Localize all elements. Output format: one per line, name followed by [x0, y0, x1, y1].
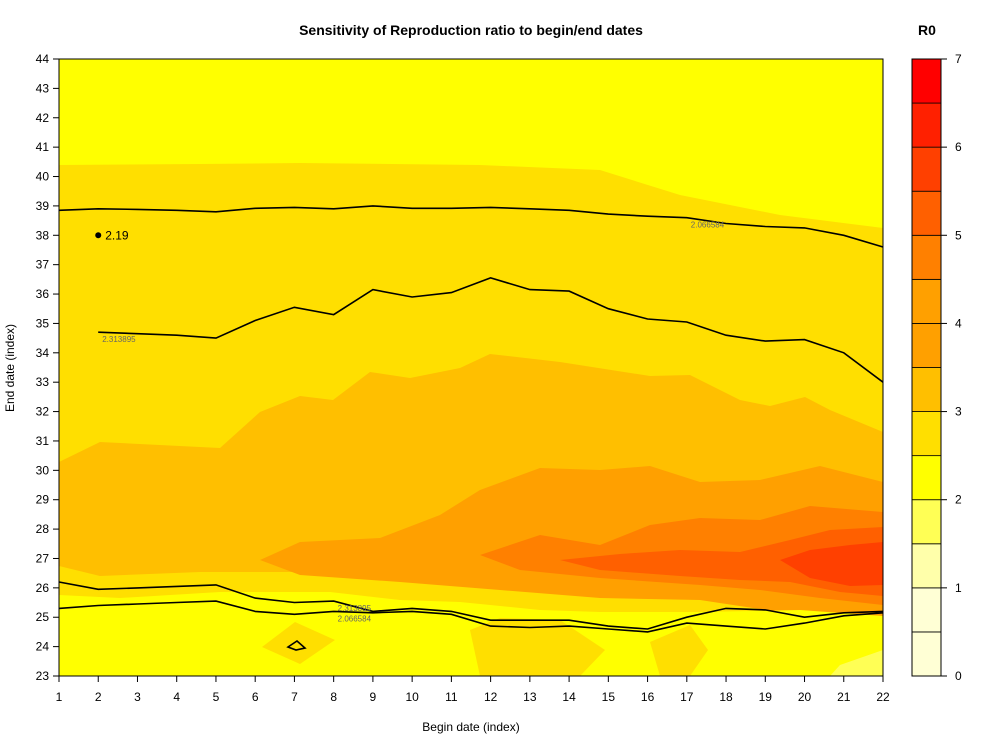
legend-swatch — [911, 587, 942, 633]
legend-tick-label: 7 — [955, 52, 962, 66]
legend-frame — [911, 58, 942, 677]
y-tick-label: 40 — [36, 170, 50, 184]
legend-swatch — [911, 631, 942, 677]
y-axis: 23 24 25 26 27 28 29 30 31 32 33 34 35 36 37 38 39 40 41 42… — [36, 52, 59, 683]
contour-label-1: 2.313895 — [102, 335, 136, 344]
legend-swatch — [911, 102, 942, 148]
x-tick-label: 19 — [759, 690, 773, 704]
x-tick-label: 1 — [56, 690, 63, 704]
x-tick-label: 2 — [95, 690, 102, 704]
x-tick-label: 5 — [213, 690, 220, 704]
legend-tick-label: 4 — [955, 316, 962, 330]
legend-title: R0 — [918, 22, 936, 38]
annotation-point-0 — [95, 232, 102, 239]
y-tick-label: 36 — [36, 287, 50, 301]
y-tick-label: 28 — [36, 522, 50, 536]
contour-line-3 — [58, 600, 884, 633]
color-legend: R0 0 1 2 3 4 5 6 7 — [911, 22, 962, 683]
x-tick-label: 4 — [173, 690, 180, 704]
annotation-label-0: 2.19 — [105, 228, 129, 242]
x-tick-label: 22 — [876, 690, 890, 704]
y-tick-label: 37 — [36, 258, 50, 272]
legend-swatch — [911, 146, 942, 192]
legend-swatch — [911, 367, 942, 412]
legend-swatch — [911, 190, 942, 236]
x-tick-label: 20 — [798, 690, 812, 704]
contour-label-0: 2.066584 — [691, 221, 725, 230]
annotations: 2.19 — [95, 228, 129, 242]
x-tick-label: 17 — [680, 690, 694, 704]
band-red-1 — [560, 527, 883, 596]
y-tick-label: 30 — [36, 463, 50, 477]
x-tick-label: 10 — [405, 690, 419, 704]
band-low-patch-3 — [650, 625, 708, 676]
y-tick-label: 31 — [36, 434, 50, 448]
y-tick-label: 27 — [36, 551, 50, 565]
legend-swatch — [911, 58, 942, 104]
y-tick-label: 41 — [36, 140, 50, 154]
legend-swatch — [911, 543, 942, 589]
x-axis-label: Begin date (index) — [422, 720, 519, 734]
x-tick-label: 18 — [719, 690, 733, 704]
legend-tick-label: 5 — [955, 228, 962, 242]
legend-swatch — [911, 499, 942, 545]
y-tick-label: 24 — [36, 640, 50, 654]
x-tick-label: 3 — [134, 690, 141, 704]
x-tick-label: 7 — [291, 690, 298, 704]
y-tick-label: 29 — [36, 493, 50, 507]
x-tick-label: 13 — [523, 690, 537, 704]
band-low-patch-4 — [830, 650, 883, 676]
chart-title: Sensitivity of Reproduction ratio to beg… — [299, 22, 643, 38]
contour-label-3: 2.066584 — [338, 614, 372, 623]
y-tick-label: 38 — [36, 228, 50, 242]
legend-swatch — [911, 323, 942, 368]
legend-tick-label: 6 — [955, 140, 962, 154]
y-tick-label: 43 — [36, 81, 50, 95]
filled-contour-bands — [59, 163, 883, 676]
contour-closed-loop — [286, 639, 307, 651]
legend-ticks: 0 1 2 3 4 5 6 7 — [941, 52, 962, 683]
legend-swatch — [911, 278, 942, 324]
y-tick-label: 26 — [36, 581, 50, 595]
contour-line-0 — [58, 205, 884, 248]
y-tick-label: 32 — [36, 405, 50, 419]
y-tick-label: 42 — [36, 111, 50, 125]
x-tick-label: 14 — [562, 690, 576, 704]
band-low-patch-2 — [470, 618, 605, 676]
y-tick-label: 23 — [36, 669, 50, 683]
legend-tick-label: 3 — [955, 405, 962, 419]
x-tick-label: 15 — [602, 690, 616, 704]
band-red-2 — [780, 542, 883, 586]
contour-line-2 — [58, 581, 884, 630]
legend-tick-label: 1 — [955, 581, 962, 595]
x-tick-label: 9 — [370, 690, 377, 704]
y-tick-label: 33 — [36, 375, 50, 389]
x-tick-label: 12 — [484, 690, 498, 704]
legend-swatch — [911, 411, 942, 457]
x-tick-label: 16 — [641, 690, 655, 704]
contour-line-1 — [98, 277, 884, 383]
contour-label-2: 2.313895 — [338, 604, 372, 613]
y-axis-label: End date (index) — [3, 324, 17, 412]
y-tick-label: 25 — [36, 610, 50, 624]
legend-swatch — [911, 455, 942, 501]
y-tick-label: 44 — [36, 52, 50, 66]
legend-tick-label: 2 — [955, 493, 962, 507]
y-tick-label: 39 — [36, 199, 50, 213]
x-tick-label: 8 — [330, 690, 337, 704]
plot-frame — [58, 58, 884, 677]
legend-colorbar — [911, 58, 942, 677]
x-axis: 1 2 3 4 5 6 7 8 9 10 11 12 13 14 15 16 17 18 19 20 21 22 — [56, 676, 890, 704]
legend-swatch — [911, 234, 942, 280]
x-tick-label: 11 — [445, 690, 458, 704]
legend-tick-label: 0 — [955, 669, 962, 683]
y-tick-label: 34 — [36, 346, 50, 360]
x-tick-label: 6 — [252, 690, 259, 704]
x-tick-label: 21 — [837, 690, 851, 704]
y-tick-label: 35 — [36, 316, 50, 330]
